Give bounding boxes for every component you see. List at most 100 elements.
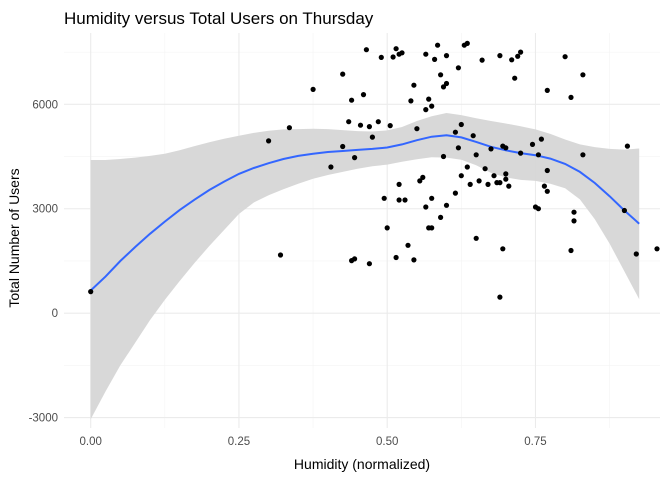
data-point (420, 174, 426, 180)
data-point (515, 53, 521, 59)
data-point (535, 152, 542, 158)
data-point (352, 155, 358, 161)
data-point (544, 188, 550, 194)
confidence-band (90, 113, 640, 420)
data-point (654, 246, 660, 252)
data-point (491, 173, 497, 179)
data-point (544, 167, 550, 174)
data-point (571, 209, 577, 215)
data-point (473, 152, 479, 158)
data-point (506, 183, 512, 189)
confidence-band-group (90, 113, 640, 420)
data-point (621, 207, 628, 214)
data-point (426, 96, 432, 102)
data-point (363, 47, 369, 53)
data-point (470, 133, 476, 139)
data-point (378, 54, 384, 61)
data-point (423, 107, 429, 113)
y-axis-ticks: -3000 0 3000 6000 (29, 99, 58, 424)
data-point (464, 164, 470, 170)
data-point (538, 136, 545, 142)
data-point (266, 138, 272, 144)
data-point (432, 56, 438, 63)
data-point (340, 71, 346, 77)
chart-title: Humidity versus Total Users on Thursday (64, 9, 374, 28)
data-point (485, 181, 491, 187)
data-point (458, 121, 464, 128)
data-point (568, 247, 574, 254)
data-point (411, 82, 417, 88)
x-axis-title: Humidity (normalized) (294, 456, 430, 472)
y-tick-label: 3000 (32, 204, 58, 216)
data-point (580, 152, 586, 158)
data-point (423, 204, 429, 210)
data-point (440, 153, 447, 160)
data-point (366, 261, 372, 267)
data-point (375, 119, 381, 125)
data-point (369, 134, 375, 140)
data-point (438, 214, 444, 220)
data-point (396, 197, 402, 203)
data-point (440, 84, 447, 90)
data-point (580, 72, 586, 78)
data-point (467, 181, 473, 187)
data-point (452, 190, 458, 196)
x-tick-label: 0.50 (376, 436, 398, 448)
y-tick-label: 6000 (32, 99, 58, 111)
data-point (408, 98, 414, 104)
data-point (352, 256, 358, 262)
y-axis-title: Total Number of Users (6, 168, 22, 307)
data-point (497, 53, 503, 59)
x-tick-label: 0.25 (228, 436, 250, 448)
data-point (286, 125, 292, 131)
x-tick-label: 0.75 (524, 436, 546, 448)
data-point (541, 183, 548, 189)
data-point (429, 103, 435, 109)
data-point (488, 146, 494, 152)
data-point (399, 50, 405, 56)
data-point (429, 225, 435, 231)
data-point (390, 54, 396, 60)
data-point (473, 235, 479, 241)
data-point (88, 289, 94, 295)
data-point (452, 129, 458, 135)
data-point (503, 145, 509, 151)
data-point (414, 126, 420, 132)
data-point (458, 173, 464, 179)
data-point (310, 86, 316, 92)
points-group (88, 40, 660, 300)
data-point (535, 206, 542, 212)
data-point (512, 75, 518, 81)
data-point (518, 49, 524, 55)
data-point (366, 124, 372, 130)
data-point (571, 218, 577, 224)
data-point (384, 225, 390, 231)
data-point (381, 195, 387, 201)
data-point (455, 65, 461, 71)
y-tick-label: 0 (52, 308, 58, 320)
data-point (396, 181, 402, 187)
data-point (529, 141, 536, 147)
data-point (402, 197, 408, 203)
data-point (476, 178, 482, 184)
data-point (500, 246, 506, 252)
data-point (568, 94, 574, 100)
data-point (497, 294, 503, 300)
x-axis-ticks: 0.00 0.25 0.50 0.75 (79, 436, 546, 448)
data-point (277, 252, 284, 258)
data-point (479, 57, 485, 63)
data-point (346, 119, 352, 125)
data-point (429, 195, 435, 201)
y-tick-label: -3000 (29, 413, 58, 425)
data-point (340, 143, 346, 150)
data-point (435, 42, 441, 48)
data-point (503, 171, 509, 177)
data-point (443, 202, 450, 208)
data-point (387, 123, 393, 129)
data-point (349, 97, 355, 103)
data-point (443, 80, 450, 87)
data-point (464, 40, 470, 47)
data-point (393, 46, 399, 52)
data-point (518, 150, 524, 156)
